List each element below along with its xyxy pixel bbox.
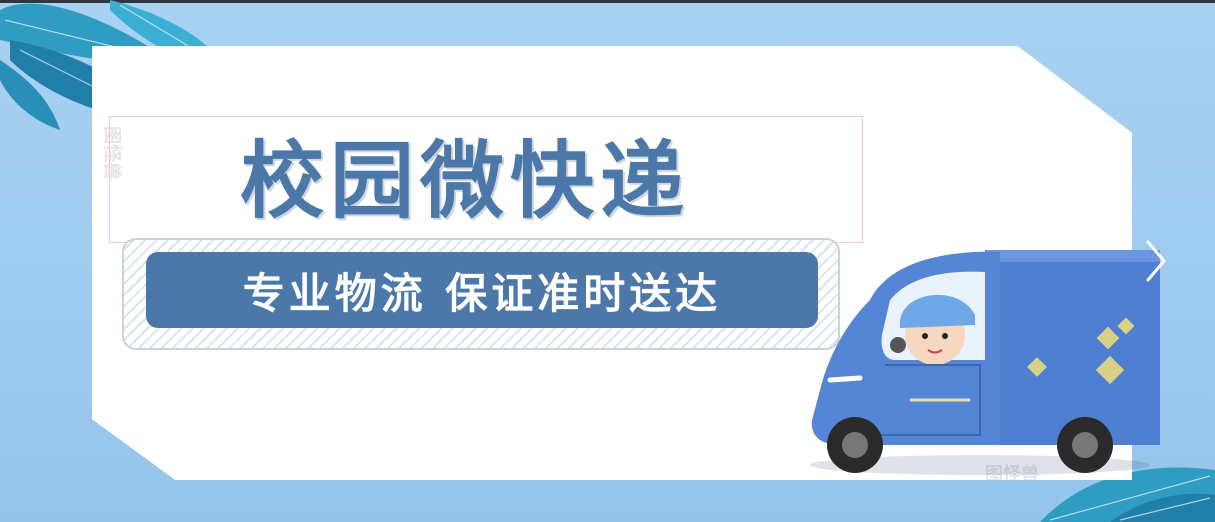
page-title: 校园微快递 <box>240 132 691 230</box>
chevron-right-icon <box>1146 240 1166 282</box>
delivery-truck-icon <box>810 250 1160 475</box>
next-slide-button[interactable] <box>1136 236 1176 286</box>
top-edge <box>0 0 1215 3</box>
leaf-decoration-bottom-right-icon <box>1040 467 1215 522</box>
subtitle-text: 专业物流 保证准时送达 <box>242 268 722 318</box>
subtitle-pill: 专业物流 保证准时送达 <box>146 252 818 328</box>
